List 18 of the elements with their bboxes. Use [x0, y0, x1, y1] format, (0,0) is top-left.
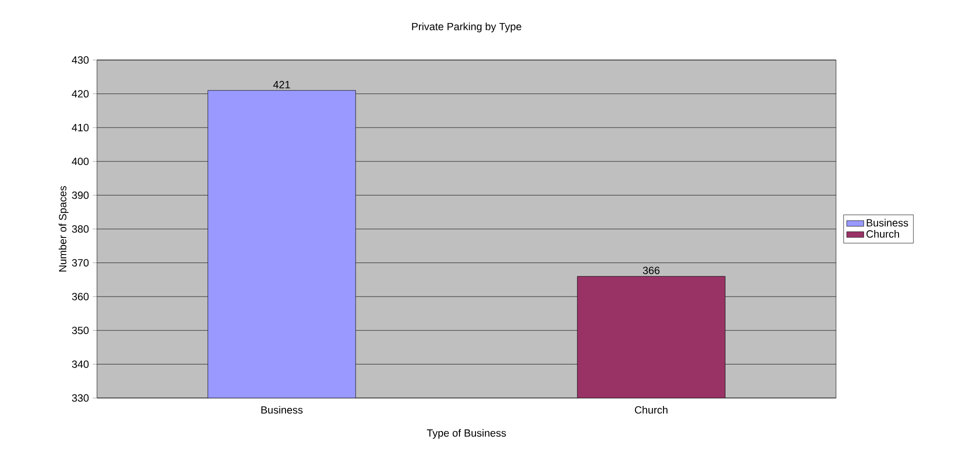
- y-tick-label: 430: [72, 56, 89, 64]
- legend-label: Church: [866, 230, 900, 238]
- y-tick-label: 400: [72, 158, 89, 166]
- y-tick-label: 370: [72, 259, 89, 267]
- y-tick-label: 360: [72, 292, 89, 300]
- y-tick-label: 380: [72, 225, 89, 233]
- data-label: 366: [642, 266, 660, 274]
- y-tick-label: 350: [72, 326, 89, 334]
- y-tick-label: 390: [72, 192, 89, 199]
- legend-label: Business: [866, 218, 908, 227]
- y-tick-label: 410: [72, 124, 89, 132]
- y-axis-title: Number of Spaces: [58, 186, 68, 272]
- y-tick-label: 330: [72, 394, 89, 402]
- x-axis-title: Type of Business: [426, 429, 506, 439]
- chart-title: Private Parking by Type: [412, 22, 522, 32]
- y-tick-label: 340: [72, 360, 89, 368]
- data-label: 421: [273, 80, 290, 88]
- y-tick-label: 420: [72, 90, 89, 98]
